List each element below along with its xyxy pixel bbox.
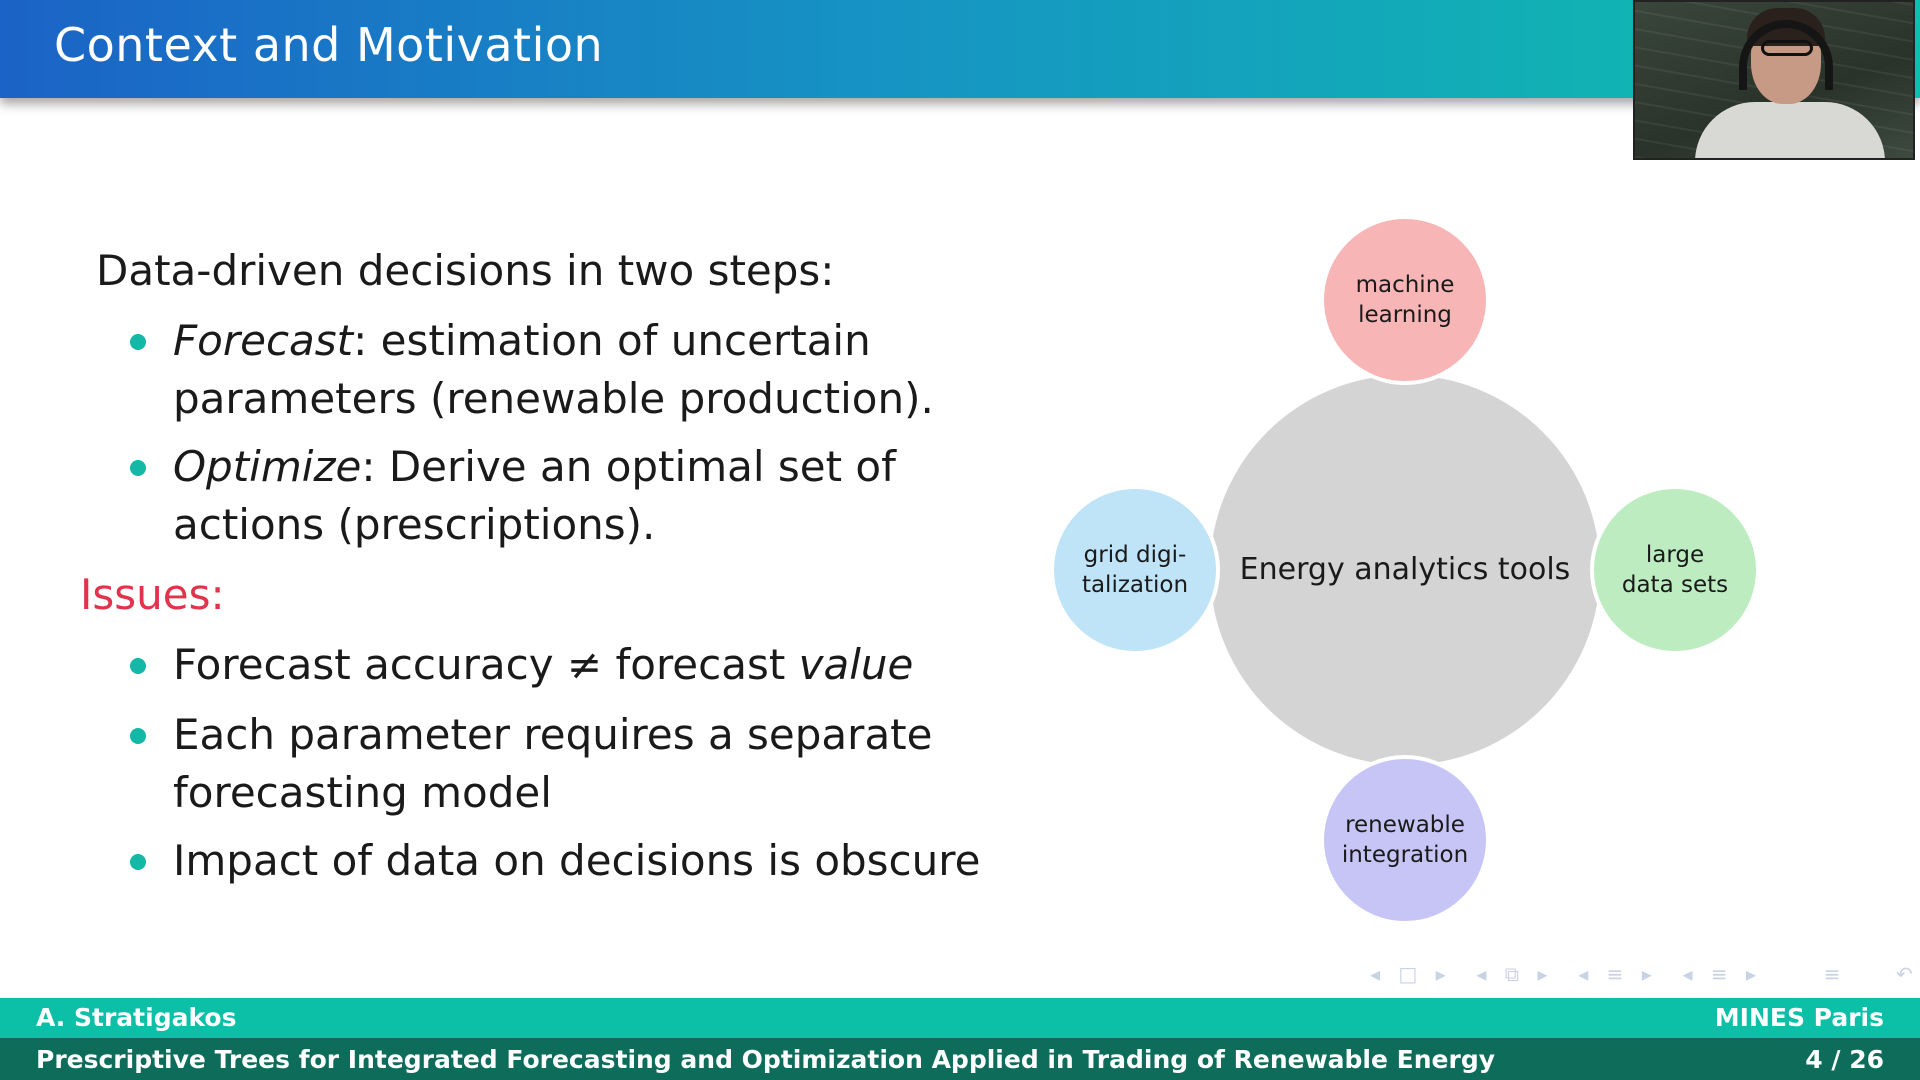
- circle-label-line: integration: [1341, 842, 1469, 868]
- institution-name: MINES Paris: [1714, 1003, 1884, 1032]
- term-value: value: [798, 640, 914, 689]
- issue-obscure: Impact of data on decisions is obscure: [173, 836, 981, 885]
- machine-learning-circle: machine learning: [1320, 215, 1490, 385]
- footer-title-bar: Prescriptive Trees for Integrated Foreca…: [0, 1038, 1920, 1080]
- headphones-icon: [1739, 20, 1833, 90]
- circle-label-line: talization: [1081, 572, 1189, 598]
- page-number: 4 / 26: [1805, 1045, 1884, 1074]
- step-optimize-continued: actions (prescriptions).: [173, 500, 656, 549]
- step-optimize: Optimize: Derive an optimal set of: [173, 442, 896, 491]
- circle-label-line: machine: [1355, 272, 1455, 298]
- footer-author-bar: A. Stratigakos MINES Paris: [0, 998, 1920, 1038]
- speaker-body: [1695, 102, 1885, 158]
- talk-title: Prescriptive Trees for Integrated Foreca…: [36, 1045, 1496, 1074]
- center-label: Energy analytics tools: [1239, 552, 1571, 587]
- bullet-icon: [130, 728, 146, 744]
- bullet-icon: [130, 460, 146, 476]
- term-optimize: Optimize: [173, 442, 362, 491]
- slide-title: Context and Motivation: [54, 18, 604, 72]
- bullet-icon: [130, 334, 146, 350]
- energy-analytics-diagram: Energy analytics tools machine learning l…: [1040, 200, 1780, 940]
- slide-header: Context and Motivation: [0, 0, 1920, 98]
- large-data-sets-circle: large data sets: [1590, 485, 1760, 655]
- beamer-navigation-icons[interactable]: ◂ □ ▸ ◂ ⧉ ▸ ◂ ≡ ▸ ◂ ≡ ▸ ≡ ↶ ⌕ ↷: [1370, 962, 1920, 986]
- issues-label: Issues:: [80, 570, 225, 619]
- step-optimize-text: : Derive an optimal set of: [361, 442, 896, 491]
- circle-label-line: data sets: [1621, 572, 1729, 598]
- circle-label-line: grid digi-: [1083, 542, 1187, 568]
- step-forecast-continued: parameters (renewable production).: [173, 374, 934, 423]
- step-forecast: Forecast: estimation of uncertain: [173, 316, 871, 365]
- renewable-integration-circle: renewable integration: [1320, 755, 1490, 925]
- issue-separate-model-continued: forecasting model: [173, 768, 552, 817]
- term-forecast: Forecast: [173, 316, 354, 365]
- bullet-icon: [130, 658, 146, 674]
- issue-accuracy-text: Forecast accuracy ≠ forecast: [173, 640, 799, 689]
- intro-text: Data-driven decisions in two steps:: [96, 246, 835, 295]
- issue-separate-model: Each parameter requires a separate: [173, 710, 933, 759]
- circle-label-line: renewable: [1345, 812, 1465, 838]
- center-circle: Energy analytics tools: [1210, 375, 1600, 765]
- circle-label-line: learning: [1358, 302, 1452, 328]
- glasses-icon: [1761, 40, 1813, 56]
- bullet-icon: [130, 854, 146, 870]
- webcam-feed: [1633, 0, 1915, 160]
- grid-digitalization-circle: grid digi-talization: [1050, 485, 1220, 655]
- issue-accuracy: Forecast accuracy ≠ forecast value: [173, 640, 913, 689]
- circle-label-line: large: [1645, 542, 1705, 568]
- author-name: A. Stratigakos: [36, 1003, 237, 1032]
- step-forecast-text: : estimation of uncertain: [353, 316, 871, 365]
